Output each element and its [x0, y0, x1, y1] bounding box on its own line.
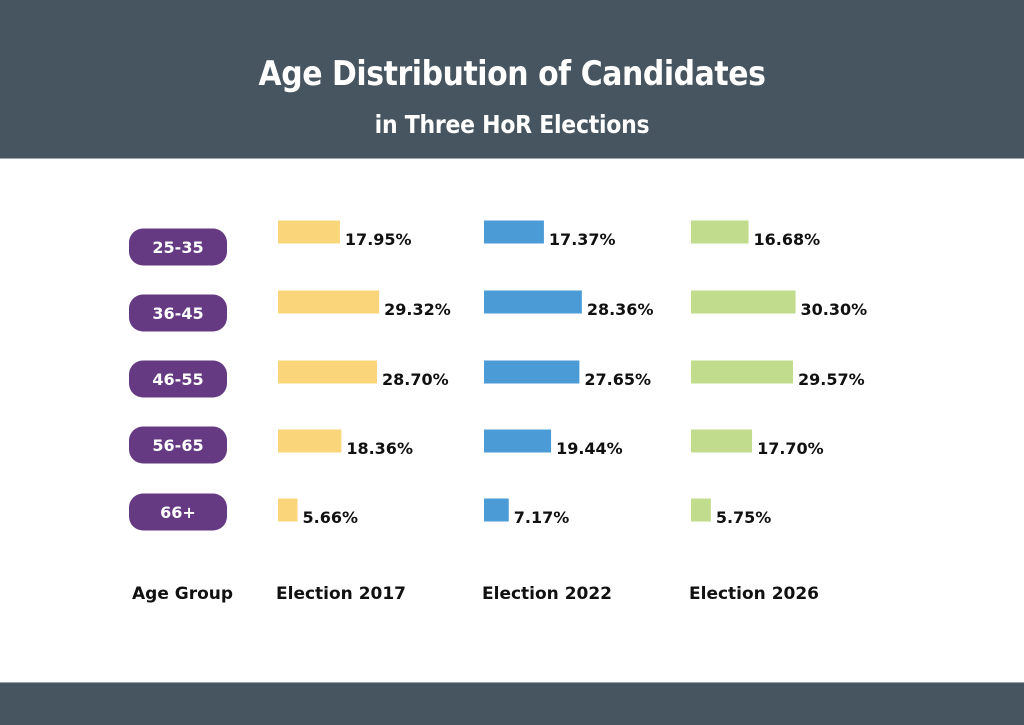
data-label: 19.44% [556, 439, 623, 458]
data-label: 16.68% [754, 230, 821, 249]
data-label: 28.70% [382, 370, 449, 389]
data-label: 17.95% [345, 230, 412, 249]
bar [691, 220, 749, 244]
age-group-label: 56-65 [152, 436, 203, 455]
age-group-label: 66+ [160, 503, 196, 522]
bar [484, 290, 582, 314]
data-label: 29.57% [798, 370, 865, 389]
data-label: 5.66% [303, 508, 359, 527]
age-group-pill [129, 426, 227, 464]
footer-banner [0, 682, 1024, 725]
age-group-label: 46-55 [152, 370, 203, 389]
page-title: Age Distribution of Candidates [258, 54, 766, 94]
bar [484, 220, 544, 244]
data-label: 7.17% [514, 508, 570, 527]
bar [691, 360, 794, 384]
data-label: 30.30% [801, 300, 868, 319]
category-axis-label: Age Group [132, 584, 233, 604]
data-label: 5.75% [716, 508, 772, 527]
bar [484, 360, 580, 384]
bar [484, 429, 552, 453]
age-group-label: 25-35 [152, 238, 203, 257]
data-label: 29.32% [384, 300, 451, 319]
data-label: 18.36% [346, 439, 413, 458]
age-group-label: 36-45 [152, 304, 203, 323]
bar [484, 498, 509, 522]
data-label: 17.70% [757, 439, 824, 458]
page-subtitle: in Three HoR Elections [374, 110, 650, 139]
bar [278, 429, 342, 453]
series-label: Election 2026 [689, 584, 819, 604]
bar [278, 220, 340, 244]
bar [278, 498, 298, 522]
age-group-pill [129, 228, 227, 266]
series-label: Election 2022 [482, 584, 612, 604]
bar [691, 429, 753, 453]
bar [278, 290, 380, 314]
age-group-pill [129, 294, 227, 332]
age-group-pill [129, 493, 227, 531]
age-group-pill [129, 360, 227, 398]
data-label: 17.37% [549, 230, 616, 249]
bar [278, 360, 378, 384]
data-label: 27.65% [584, 370, 651, 389]
bar [691, 498, 711, 522]
series-label: Election 2017 [276, 584, 406, 604]
data-label: 28.36% [587, 300, 654, 319]
header-banner: Age Distribution of Candidates in Three … [0, 0, 1024, 159]
bar [691, 290, 796, 314]
